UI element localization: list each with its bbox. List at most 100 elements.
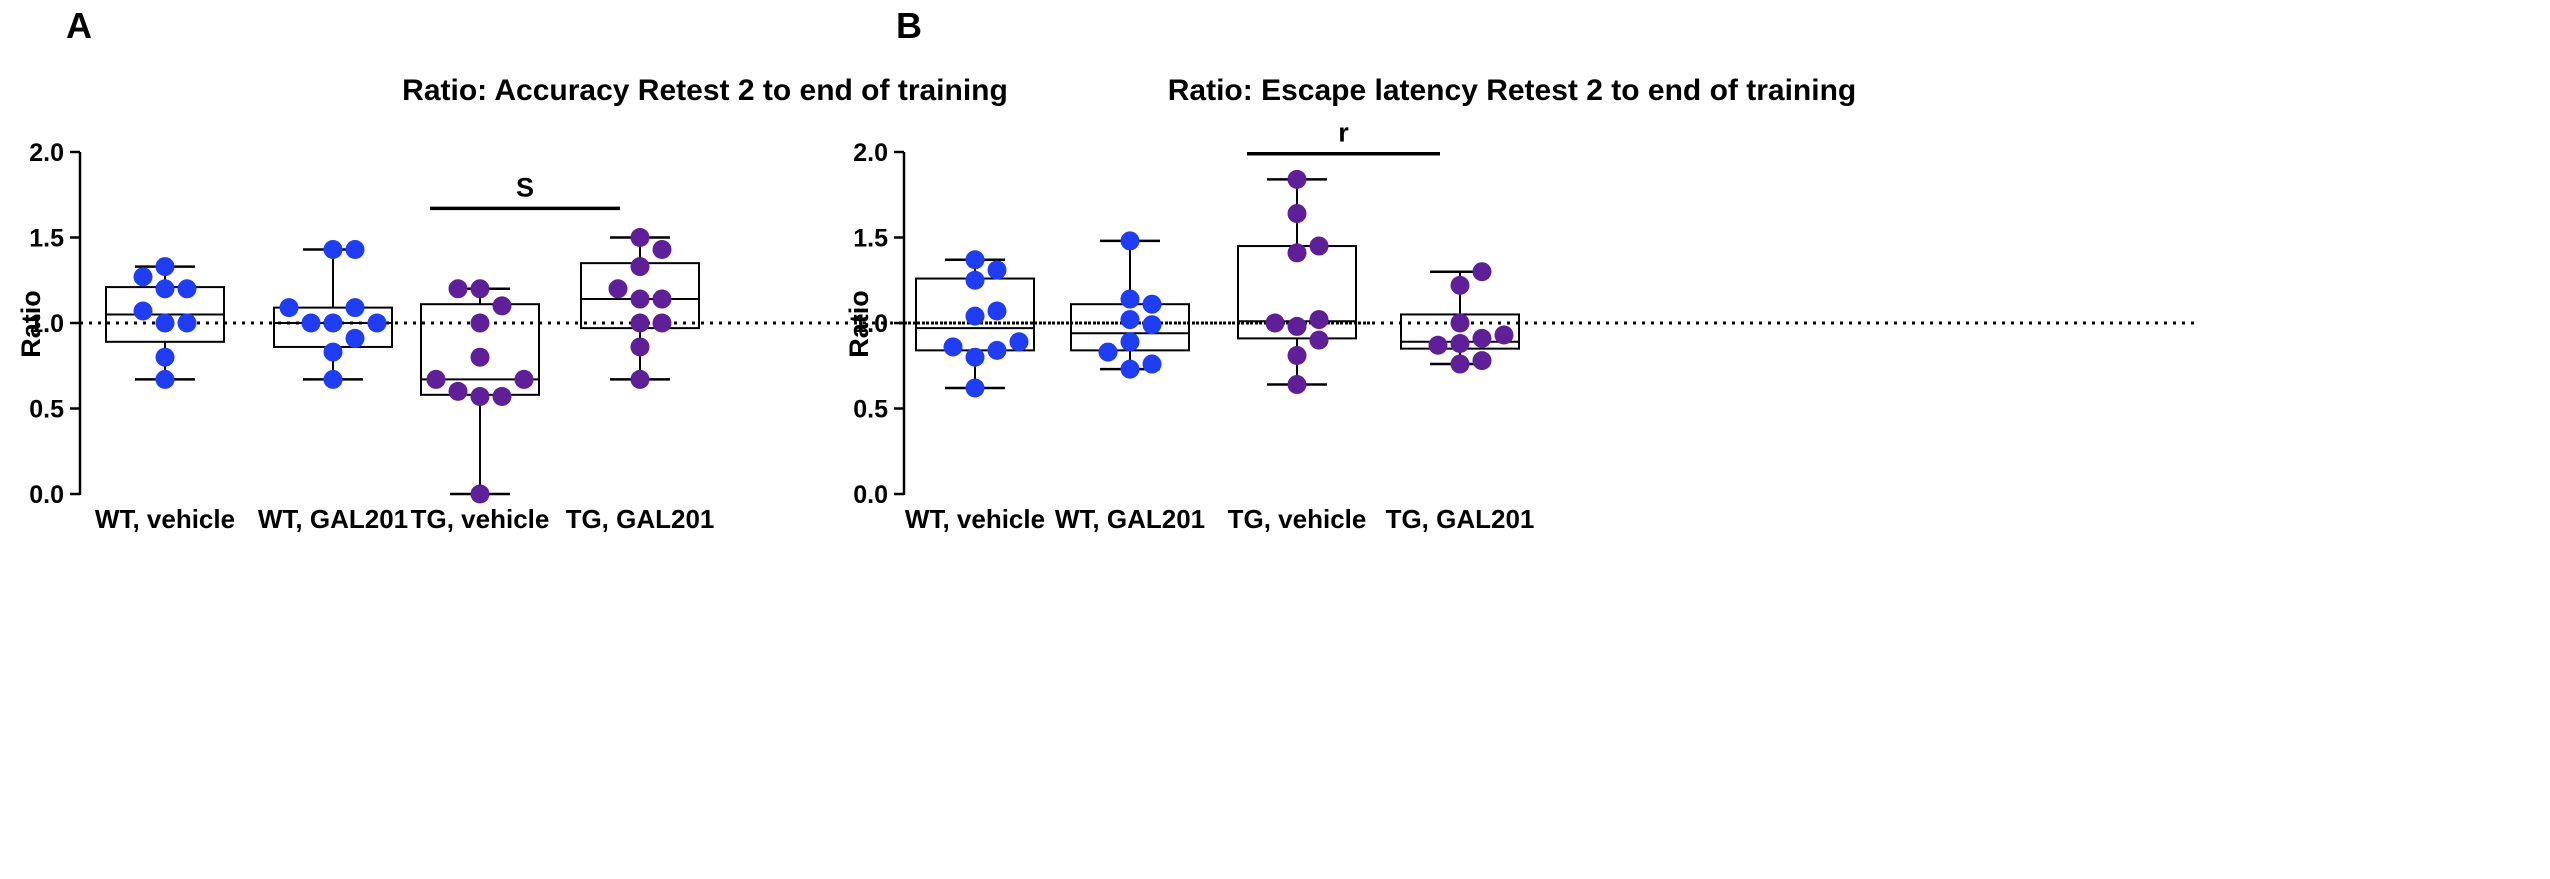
panel-b-data-point bbox=[987, 260, 1007, 280]
panel-b-title: Ratio: Escape latency Retest 2 to end of… bbox=[1168, 74, 1856, 107]
panel-a-data-point bbox=[279, 298, 299, 318]
panel-b-data-point bbox=[1142, 315, 1162, 335]
panel-b-data-point bbox=[1287, 204, 1307, 224]
panel-a-data-point bbox=[630, 313, 650, 333]
panel-a-data-point bbox=[133, 301, 153, 321]
panel-b-category-label: TG, GAL201 bbox=[1386, 504, 1535, 534]
panel-a-y-tick-label: 1.5 bbox=[29, 225, 64, 253]
panel-b-data-point bbox=[1472, 351, 1492, 371]
panel-b-data-point bbox=[1472, 328, 1492, 348]
panel-b-data-point bbox=[1450, 313, 1470, 333]
panel-b-category-label: WT, GAL201 bbox=[1055, 504, 1205, 534]
panel-a-data-point bbox=[630, 289, 650, 309]
panel-a-data-point bbox=[323, 369, 343, 389]
panel-b-data-point bbox=[1309, 330, 1329, 350]
panel-b-data-point bbox=[987, 301, 1007, 321]
panel-b-data-point bbox=[965, 270, 985, 290]
panel-b-y-tick-label: 1.5 bbox=[853, 225, 888, 253]
panel-b-letter: B bbox=[896, 5, 922, 46]
panel-a-data-point bbox=[630, 337, 650, 357]
panel-a-y-tick-label: 0.5 bbox=[29, 396, 64, 424]
panel-b-data-point bbox=[1120, 332, 1140, 352]
panel-b-data-point bbox=[1120, 359, 1140, 379]
panel-a-data-point bbox=[177, 279, 197, 299]
panel-a-data-point bbox=[323, 342, 343, 362]
panel-b-plot: 0.0 0.5 1.0 1.5 2.0 WT, vehicle WT, GAL201 TG, … bbox=[853, 118, 2200, 534]
panel-b-data-point bbox=[943, 337, 963, 357]
panel-b-data-point bbox=[1287, 375, 1307, 395]
panel-b-data-point bbox=[1120, 310, 1140, 330]
panel-a-data-point bbox=[323, 313, 343, 333]
panel-a-data-point bbox=[345, 239, 365, 259]
panel-a-data-point bbox=[301, 313, 321, 333]
panel-b-data-point bbox=[1287, 243, 1307, 263]
panel-b-data-point bbox=[1472, 262, 1492, 282]
panel-b-box-group bbox=[1070, 231, 1190, 379]
panel-b-data-point bbox=[965, 378, 985, 398]
panel-a-letter: A bbox=[66, 5, 92, 46]
panel-b-y-tick-label: 1.0 bbox=[853, 310, 888, 338]
panel-a-data-point bbox=[177, 313, 197, 333]
panel-b-y-tick-label: 0.5 bbox=[853, 396, 888, 424]
panel-b-y-tick-label: 2.0 bbox=[853, 139, 888, 167]
panel-a-box-group bbox=[273, 239, 393, 389]
panel-a-significance-label: S bbox=[516, 172, 534, 202]
panel-b-box-group bbox=[1400, 262, 1520, 374]
panel-a-data-point bbox=[470, 279, 490, 299]
panel-b-data-point bbox=[965, 347, 985, 367]
panel-a-category-label: TG, vehicle bbox=[411, 504, 550, 534]
panel-a-category-label: WT, vehicle bbox=[95, 504, 235, 534]
panel-b-data-point bbox=[1309, 310, 1329, 330]
panel-a-data-point bbox=[492, 387, 512, 407]
panel-a-data-point bbox=[448, 279, 468, 299]
panel-a-box-group bbox=[105, 257, 225, 389]
panel-a-title: Ratio: Accuracy Retest 2 to end of train… bbox=[402, 74, 1008, 107]
panel-a-data-point bbox=[492, 296, 512, 316]
panel-a-data-point bbox=[155, 279, 175, 299]
panel-a: A Ratio: Accuracy Retest 2 to end of tra… bbox=[16, 5, 1370, 534]
panel-a-data-point bbox=[630, 228, 650, 247]
panel-a-data-point bbox=[470, 313, 490, 333]
panel-a-data-point bbox=[155, 257, 175, 277]
panel-a-data-point bbox=[448, 381, 468, 401]
panel-a-data-point bbox=[426, 369, 446, 389]
panel-a-data-point bbox=[630, 369, 650, 389]
panel-b-data-point bbox=[1142, 354, 1162, 374]
panel-b-data-point bbox=[1265, 313, 1285, 333]
panel-a-data-point bbox=[155, 369, 175, 389]
panel-b-data-point bbox=[1450, 275, 1470, 295]
panel-b-category-label: TG, vehicle bbox=[1228, 504, 1367, 534]
panel-b-category-label: WT, vehicle bbox=[905, 504, 1045, 534]
panel-b-data-point bbox=[1309, 236, 1329, 256]
panel-b-data-point bbox=[1120, 231, 1140, 251]
panel-a-data-point bbox=[630, 257, 650, 277]
panel-b-data-point bbox=[1287, 169, 1307, 189]
panel-b-data-point bbox=[1009, 332, 1029, 352]
panel-a-data-point bbox=[652, 289, 672, 309]
panel-b-box-group bbox=[1237, 169, 1357, 395]
panel-b-y-axis-label: Ratio bbox=[844, 290, 874, 358]
panel-b-data-point bbox=[1120, 289, 1140, 309]
panel-b-box-group bbox=[915, 250, 1035, 398]
panel-b-data-point bbox=[1142, 294, 1162, 314]
panel-b-significance-label: r bbox=[1338, 118, 1349, 148]
panel-b-data-point bbox=[987, 340, 1007, 360]
panel-a-data-point bbox=[652, 313, 672, 333]
panel-a-data-point bbox=[367, 313, 387, 333]
panel-a-data-point bbox=[323, 239, 343, 259]
panel-a-plot: 0.00.51.01.52.0WT, vehicle WT, GAL201 TG, … bbox=[29, 139, 1370, 534]
panel-a-y-tick-label: 1.0 bbox=[29, 310, 64, 338]
panel-a-data-point bbox=[470, 484, 490, 504]
panel-b-data-point bbox=[965, 250, 985, 270]
panel-a-data-point bbox=[470, 387, 490, 407]
panel-b: B Ratio: Escape latency Retest 2 to end … bbox=[844, 5, 2200, 534]
panel-a-data-point bbox=[133, 267, 153, 287]
panel-b-data-point bbox=[1494, 325, 1514, 345]
panel-a-data-point bbox=[608, 279, 628, 299]
panel-a-category-label: WT, GAL201 bbox=[258, 504, 408, 534]
panel-a-data-point bbox=[345, 298, 365, 318]
panel-a-data-point bbox=[652, 239, 672, 259]
panel-b-y-tick-label: 0.0 bbox=[853, 481, 888, 509]
panel-a-y-tick-label: 2.0 bbox=[29, 139, 64, 167]
